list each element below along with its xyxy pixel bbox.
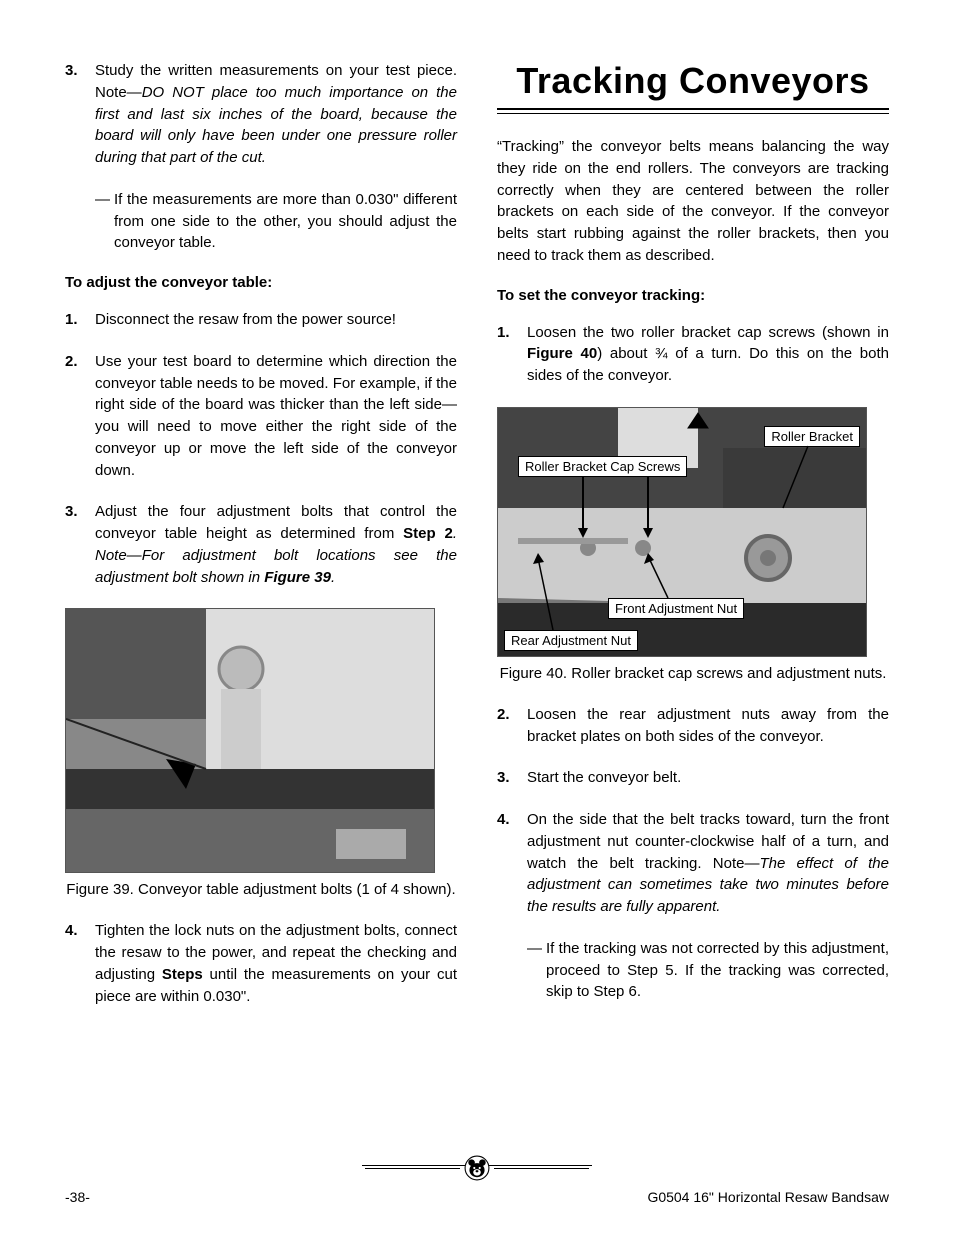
page: 3. Study the written measurements on you…	[0, 0, 954, 1235]
figure-40-caption: Figure 40. Roller bracket cap screws and…	[497, 663, 889, 684]
list-body: Loosen the two roller bracket cap screws…	[527, 322, 889, 387]
text: If the tracking was not corrected by thi…	[546, 938, 889, 1003]
adjust-step-1: 1. Disconnect the resaw from the power s…	[65, 309, 457, 331]
caption-text: Roller bracket cap screws and adjustment…	[567, 665, 886, 682]
track-step-3: 3. Start the conveyor belt.	[497, 767, 889, 789]
text: If the measurements are more than 0.030"…	[114, 189, 457, 254]
bear-icon	[464, 1155, 490, 1181]
list-number: 3.	[65, 60, 95, 169]
list-number: 3.	[65, 501, 95, 588]
title-rule	[497, 108, 889, 110]
list-body: Disconnect the resaw from the power sour…	[95, 309, 457, 331]
columns: 3. Study the written measurements on you…	[65, 60, 889, 1027]
intro-paragraph: “Tracking” the conveyor belts means bala…	[497, 136, 889, 267]
figure-40: Roller Bracket Roller Bracket Cap Screws…	[497, 407, 889, 684]
list-body: Start the conveyor belt.	[527, 767, 889, 789]
caption-label: Figure 39.	[66, 881, 134, 898]
track-step-2: 2. Loosen the rear adjustment nuts away …	[497, 704, 889, 748]
caption-text: Conveyor table adjustment bolts (1 of 4 …	[134, 881, 456, 898]
list-number: 2.	[65, 351, 95, 482]
text-bold-italic: Figure 39	[264, 569, 331, 586]
page-footer: -38- G0504 16" Horizontal Resaw Bandsaw	[65, 1165, 889, 1205]
adjust-step-3: 3. Adjust the four adjustment bolts that…	[65, 501, 457, 588]
list-body: Study the written measurements on your t…	[95, 60, 457, 169]
figure-40-image: Roller Bracket Roller Bracket Cap Screws…	[497, 407, 867, 657]
text-bold: Step 2	[403, 525, 453, 542]
dash: —	[527, 938, 542, 1003]
text-bold: Figure 40	[527, 345, 597, 362]
text: .	[637, 983, 641, 1000]
list-number: 4.	[65, 920, 95, 1007]
text-bold: Steps	[162, 966, 203, 983]
list-body: Tighten the lock nuts on the adjustment …	[95, 920, 457, 1007]
adjust-heading: To adjust the conveyor table:	[65, 274, 457, 291]
text: .	[331, 569, 335, 586]
text-italic: DO NOT place too much importance on the …	[95, 84, 457, 166]
title-rule-thin	[497, 113, 889, 114]
text-bold: Step 6	[594, 983, 637, 1000]
list-body: Loosen the rear adjustment nuts away fro…	[527, 704, 889, 748]
track-step-4-sub: — If the tracking was not corrected by t…	[527, 938, 889, 1003]
set-heading: To set the conveyor tracking:	[497, 287, 889, 304]
section-title: Tracking Conveyors	[497, 60, 889, 102]
adjust-step-4: 4. Tighten the lock nuts on the adjustme…	[65, 920, 457, 1007]
list-body: Adjust the four adjustment bolts that co…	[95, 501, 457, 588]
list-number: 2.	[497, 704, 527, 748]
left-step-3-sub: — If the measurements are more than 0.03…	[95, 189, 457, 254]
doc-title: G0504 16" Horizontal Resaw Bandsaw	[647, 1189, 889, 1205]
figure-39-caption: Figure 39. Conveyor table adjustment bol…	[65, 879, 457, 900]
track-step-4: 4. On the side that the belt tracks towa…	[497, 809, 889, 918]
adjust-step-2: 2. Use your test board to determine whic…	[65, 351, 457, 482]
list-number: 4.	[497, 809, 527, 918]
left-step-3: 3. Study the written measurements on you…	[65, 60, 457, 169]
list-body: Use your test board to determine which d…	[95, 351, 457, 482]
caption-label: Figure 40.	[500, 665, 568, 682]
list-number: 3.	[497, 767, 527, 789]
list-number: 1.	[497, 322, 527, 387]
track-step-1: 1. Loosen the two roller bracket cap scr…	[497, 322, 889, 387]
dash: —	[95, 189, 110, 254]
figure-39: Figure 39. Conveyor table adjustment bol…	[65, 608, 457, 900]
list-number: 1.	[65, 309, 95, 331]
figure-39-image	[65, 608, 435, 873]
text: Loosen the two roller bracket cap screws…	[527, 324, 889, 341]
text-bold: Step 5	[627, 962, 673, 979]
page-number: -38-	[65, 1189, 90, 1205]
right-column: Tracking Conveyors “Tracking” the convey…	[497, 60, 889, 1027]
left-column: 3. Study the written measurements on you…	[65, 60, 457, 1027]
list-body: On the side that the belt tracks toward,…	[527, 809, 889, 918]
